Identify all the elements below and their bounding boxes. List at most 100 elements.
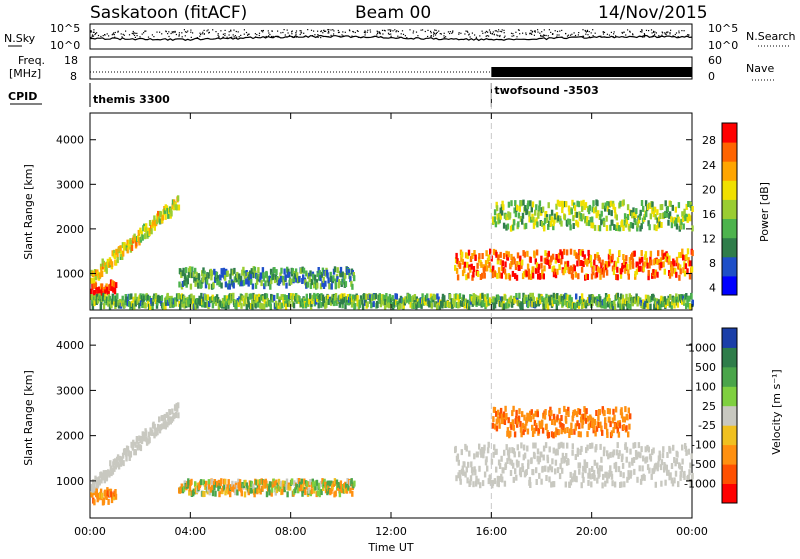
nsearch-point [588, 31, 590, 33]
heatmap-cell [656, 217, 659, 224]
heatmap-cell [608, 416, 611, 423]
nsearch-point [430, 32, 432, 34]
nsearch-point [674, 33, 676, 36]
heatmap-cell [390, 298, 393, 305]
heatmap-cell [462, 469, 465, 476]
nsearch-point [541, 31, 543, 33]
heatmap-cell [680, 218, 683, 225]
heatmap-cell [325, 301, 328, 308]
x-tick-label: 12:00 [375, 525, 407, 538]
heatmap-cell [479, 297, 482, 304]
heatmap-cell [613, 414, 616, 421]
x-tick-label: 00:00 [74, 525, 106, 538]
heatmap-cell [643, 261, 646, 268]
heatmap-cell [278, 277, 282, 284]
heatmap-cell [402, 302, 405, 309]
heatmap-cell [461, 465, 464, 472]
heatmap-cell [334, 490, 337, 497]
heatmap-cell [672, 444, 675, 451]
heatmap-cell [547, 250, 550, 257]
heatmap-cell [217, 275, 220, 282]
heatmap-cell [653, 206, 657, 213]
nsearch-point [533, 34, 535, 36]
nsearch-point [540, 34, 542, 36]
heatmap-cell [491, 479, 495, 486]
heatmap-cell [613, 303, 617, 310]
heatmap-cell [589, 216, 592, 223]
heatmap-cell [509, 430, 512, 437]
nsearch-point [627, 29, 629, 31]
heatmap-cell [528, 300, 531, 307]
heatmap-cell [595, 264, 598, 271]
heatmap-cell [606, 408, 610, 414]
heatmap-cell [613, 481, 617, 488]
heatmap-cell [581, 205, 584, 212]
heatmap-cell [189, 283, 193, 290]
heatmap-cell [539, 220, 542, 226]
nsearch-point [390, 33, 392, 35]
heatmap-cell [594, 206, 598, 213]
nsearch-point [234, 35, 236, 37]
heatmap-cell [468, 300, 471, 307]
heatmap-cell [618, 450, 621, 457]
heatmap-cell [531, 272, 535, 279]
heatmap-cell [221, 485, 225, 492]
heatmap-cell [607, 453, 610, 460]
heatmap-cell [652, 211, 655, 218]
heatmap-cell [616, 442, 619, 449]
colorbar-tick-label: 1000 [688, 341, 716, 354]
heatmap-cell [675, 458, 679, 465]
nsearch-point [156, 31, 158, 33]
nsearch-point [222, 36, 224, 38]
heatmap-cell [235, 303, 238, 310]
heatmap-cell [661, 249, 664, 256]
nsearch-point [592, 35, 594, 37]
nsearch-point [134, 32, 136, 34]
heatmap-cell [609, 200, 612, 207]
heatmap-cell [689, 462, 692, 469]
heatmap-cell [653, 298, 657, 305]
nsearch-point [168, 35, 170, 38]
heatmap-cell [691, 472, 694, 479]
heatmap-cell [465, 466, 468, 473]
heatmap-cell [634, 271, 637, 277]
nsearch-point [240, 34, 242, 36]
heatmap-cell [512, 299, 515, 305]
heatmap-cell [681, 248, 684, 255]
nsearch-point [264, 36, 266, 38]
y-tick-label: 4000 [56, 134, 84, 147]
nsearch-point [328, 32, 330, 34]
heatmap-cell [564, 264, 568, 271]
heatmap-cell [503, 480, 507, 487]
heatmap-cell [556, 199, 560, 206]
heatmap-cell [401, 297, 404, 304]
nsearch-point [186, 31, 188, 33]
heatmap-cell [602, 450, 606, 457]
heatmap-cell [100, 283, 104, 290]
nsearch-point [400, 33, 402, 35]
heatmap-cell [532, 469, 535, 476]
heatmap-cell [104, 289, 107, 296]
heatmap-cell [92, 296, 96, 303]
heatmap-cell [627, 269, 630, 276]
heatmap-cell [591, 299, 594, 306]
heatmap-cell [591, 466, 594, 472]
heatmap-cell [508, 447, 511, 454]
heatmap-cell [471, 253, 474, 259]
heatmap-cell [504, 294, 507, 301]
heatmap-cell [617, 301, 620, 308]
heatmap-cell [298, 481, 302, 488]
heatmap-cell [660, 222, 663, 228]
heatmap-cell [509, 295, 513, 302]
heatmap-cell [674, 460, 677, 467]
heatmap-cell [681, 458, 684, 465]
heatmap-cell [107, 300, 110, 307]
heatmap-cell [522, 199, 525, 206]
heatmap-cell [582, 465, 585, 472]
nsearch-point [433, 33, 435, 35]
heatmap-cell [214, 299, 218, 306]
nsearch-point [178, 34, 180, 36]
heatmap-cell [609, 224, 612, 231]
heatmap-cell [525, 417, 529, 424]
heatmap-cell [107, 290, 110, 296]
